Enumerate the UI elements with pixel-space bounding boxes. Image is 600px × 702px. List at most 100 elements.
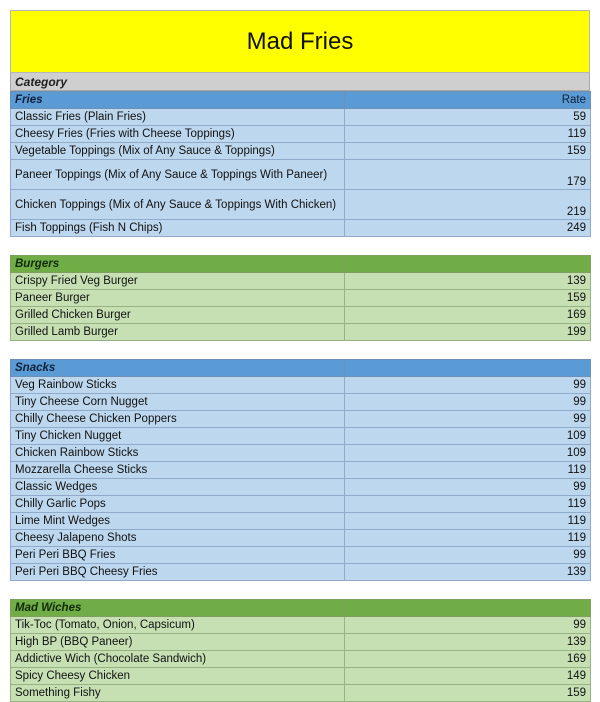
item-name: Mozzarella Cheese Sticks xyxy=(10,461,345,479)
rate-header-empty xyxy=(344,255,591,273)
item-name: Chilly Cheese Chicken Poppers xyxy=(10,410,345,428)
item-name: Peri Peri BBQ Fries xyxy=(10,546,345,564)
section-header: Snacks xyxy=(10,359,591,377)
section-gap xyxy=(10,237,590,255)
item-rate: 179 xyxy=(344,159,591,190)
item-name: Cheesy Jalapeno Shots xyxy=(10,529,345,547)
table-row: Chicken Toppings (Mix of Any Sauce & Top… xyxy=(10,189,591,220)
item-name: Grilled Lamb Burger xyxy=(10,323,345,341)
table-row: Peri Peri BBQ Cheesy Fries 139 xyxy=(10,563,591,581)
section-fries: Fries Rate Classic Fries (Plain Fries) 5… xyxy=(10,91,591,237)
rate-header: Rate xyxy=(344,91,591,109)
item-rate: 169 xyxy=(344,306,591,324)
item-name: High BP (BBQ Paneer) xyxy=(10,633,345,651)
table-row: Classic Fries (Plain Fries) 59 xyxy=(10,108,591,126)
item-rate: 99 xyxy=(344,546,591,564)
item-name: Grilled Chicken Burger xyxy=(10,306,345,324)
item-name: Paneer Toppings (Mix of Any Sauce & Topp… xyxy=(10,159,345,190)
item-rate: 119 xyxy=(344,529,591,547)
item-name: Fish Toppings (Fish N Chips) xyxy=(10,219,345,237)
item-rate: 99 xyxy=(344,616,591,634)
table-row: Veg Rainbow Sticks 99 xyxy=(10,376,591,394)
table-row: Grilled Lamb Burger 199 xyxy=(10,323,591,341)
item-rate: 199 xyxy=(344,323,591,341)
item-name: Tiny Chicken Nugget xyxy=(10,427,345,445)
item-rate: 159 xyxy=(344,142,591,160)
item-name: Veg Rainbow Sticks xyxy=(10,376,345,394)
item-rate: 219 xyxy=(344,189,591,220)
table-row: Spicy Cheesy Chicken 149 xyxy=(10,667,591,685)
item-rate: 139 xyxy=(344,272,591,290)
item-name: Paneer Burger xyxy=(10,289,345,307)
item-name: Cheesy Fries (Fries with Cheese Toppings… xyxy=(10,125,345,143)
item-rate: 119 xyxy=(344,495,591,513)
table-row: Tik-Toc (Tomato, Onion, Capsicum) 99 xyxy=(10,616,591,634)
table-row: Lime Mint Wedges 119 xyxy=(10,512,591,530)
table-row: Chilly Garlic Pops 119 xyxy=(10,495,591,513)
item-name: Classic Fries (Plain Fries) xyxy=(10,108,345,126)
item-name: Tik-Toc (Tomato, Onion, Capsicum) xyxy=(10,616,345,634)
item-name: Peri Peri BBQ Cheesy Fries xyxy=(10,563,345,581)
item-rate: 109 xyxy=(344,427,591,445)
table-row: Grilled Chicken Burger 169 xyxy=(10,306,591,324)
item-name: Lime Mint Wedges xyxy=(10,512,345,530)
item-name: Chicken Rainbow Sticks xyxy=(10,444,345,462)
item-rate: 119 xyxy=(344,512,591,530)
menu-title: Mad Fries xyxy=(10,10,590,73)
item-rate: 149 xyxy=(344,667,591,685)
item-name: Vegetable Toppings (Mix of Any Sauce & T… xyxy=(10,142,345,160)
item-name: Chicken Toppings (Mix of Any Sauce & Top… xyxy=(10,189,345,220)
item-rate: 99 xyxy=(344,410,591,428)
item-name: Tiny Cheese Corn Nugget xyxy=(10,393,345,411)
section-name: Snacks xyxy=(10,359,345,377)
table-row: Classic Wedges 99 xyxy=(10,478,591,496)
table-row: Chicken Rainbow Sticks 109 xyxy=(10,444,591,462)
section-name: Burgers xyxy=(10,255,345,273)
table-row: Crispy Fried Veg Burger 139 xyxy=(10,272,591,290)
section-mad-wiches: Mad Wiches Tik-Toc (Tomato, Onion, Capsi… xyxy=(10,599,591,702)
section-snacks: Snacks Veg Rainbow Sticks 99 Tiny Cheese… xyxy=(10,359,591,581)
table-row: High BP (BBQ Paneer) 139 xyxy=(10,633,591,651)
item-rate: 159 xyxy=(344,289,591,307)
rate-header-empty xyxy=(344,359,591,377)
table-row: Something Fishy 159 xyxy=(10,684,591,702)
item-rate: 169 xyxy=(344,650,591,668)
item-rate: 119 xyxy=(344,461,591,479)
table-row: Tiny Chicken Nugget 109 xyxy=(10,427,591,445)
table-row: Paneer Toppings (Mix of Any Sauce & Topp… xyxy=(10,159,591,190)
section-gap xyxy=(10,341,590,359)
item-name: Chilly Garlic Pops xyxy=(10,495,345,513)
table-row: Addictive Wich (Chocolate Sandwich) 169 xyxy=(10,650,591,668)
category-label: Category xyxy=(10,73,590,91)
table-row: Paneer Burger 159 xyxy=(10,289,591,307)
section-header: Mad Wiches xyxy=(10,599,591,617)
table-row: Mozzarella Cheese Sticks 119 xyxy=(10,461,591,479)
section-header: Burgers xyxy=(10,255,591,273)
item-rate: 119 xyxy=(344,125,591,143)
table-row: Cheesy Fries (Fries with Cheese Toppings… xyxy=(10,125,591,143)
item-rate: 139 xyxy=(344,563,591,581)
table-row: Chilly Cheese Chicken Poppers 99 xyxy=(10,410,591,428)
item-rate: 249 xyxy=(344,219,591,237)
item-rate: 139 xyxy=(344,633,591,651)
item-name: Crispy Fried Veg Burger xyxy=(10,272,345,290)
item-rate: 59 xyxy=(344,108,591,126)
section-header: Fries Rate xyxy=(10,91,591,109)
table-row: Vegetable Toppings (Mix of Any Sauce & T… xyxy=(10,142,591,160)
section-gap xyxy=(10,581,590,599)
item-rate: 109 xyxy=(344,444,591,462)
table-row: Peri Peri BBQ Fries 99 xyxy=(10,546,591,564)
item-name: Spicy Cheesy Chicken xyxy=(10,667,345,685)
rate-header-empty xyxy=(344,599,591,617)
item-rate: 99 xyxy=(344,393,591,411)
item-rate: 99 xyxy=(344,376,591,394)
item-name: Addictive Wich (Chocolate Sandwich) xyxy=(10,650,345,668)
item-rate: 159 xyxy=(344,684,591,702)
section-name: Fries xyxy=(10,91,345,109)
item-name: Something Fishy xyxy=(10,684,345,702)
menu-sheet: Mad Fries Category Fries Rate Classic Fr… xyxy=(10,10,591,702)
section-name: Mad Wiches xyxy=(10,599,345,617)
section-burgers: Burgers Crispy Fried Veg Burger 139 Pane… xyxy=(10,255,591,341)
item-name: Classic Wedges xyxy=(10,478,345,496)
table-row: Fish Toppings (Fish N Chips) 249 xyxy=(10,219,591,237)
